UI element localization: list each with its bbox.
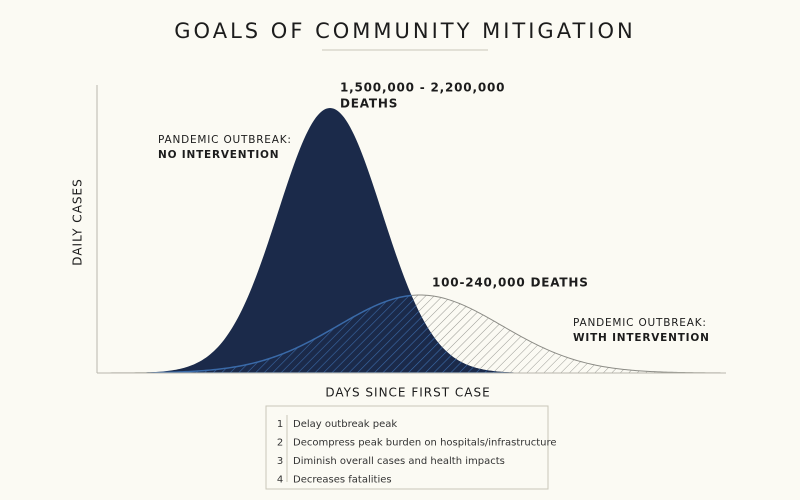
annotation: PANDEMIC OUTBREAK: [158,134,292,146]
legend-text: Decreases fatalities [293,475,392,486]
curve-no-intervention [98,108,600,373]
legend-text: Delay outbreak peak [293,419,397,430]
curve-overlap [98,295,600,373]
title: GOALS OF COMMUNITY MITIGATION [174,19,635,43]
annotation: WITH INTERVENTION [573,332,710,344]
legend-text: Decompress peak burden on hospitals/infr… [293,438,557,449]
legend: 1 Delay outbreak peak 2 Decompress peak bur… [277,415,557,486]
legend-text: Diminish overall cases and health impact… [293,456,505,467]
annotation: 1,500,000 - 2,200,000 [340,81,505,95]
y-axis-label: DAILY CASES [71,178,85,265]
annotation: 100-240,000 DEATHS [432,276,589,290]
annotation: DEATHS [340,97,398,111]
x-axis-label: DAYS SINCE FIRST CASE [325,386,490,400]
legend-number: 1 [277,419,283,430]
legend-number: 3 [277,456,283,467]
curve-overlap-outline [98,294,600,373]
legend-number: 4 [277,475,283,486]
annotation: PANDEMIC OUTBREAK: [573,317,707,329]
annotation: NO INTERVENTION [158,149,279,161]
legend-number: 2 [277,438,283,449]
legend-box [265,405,549,490]
